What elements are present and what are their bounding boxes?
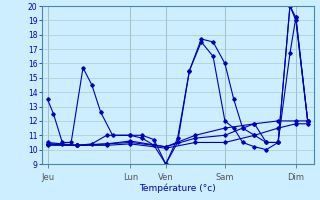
- X-axis label: Température (°c): Température (°c): [139, 183, 216, 193]
